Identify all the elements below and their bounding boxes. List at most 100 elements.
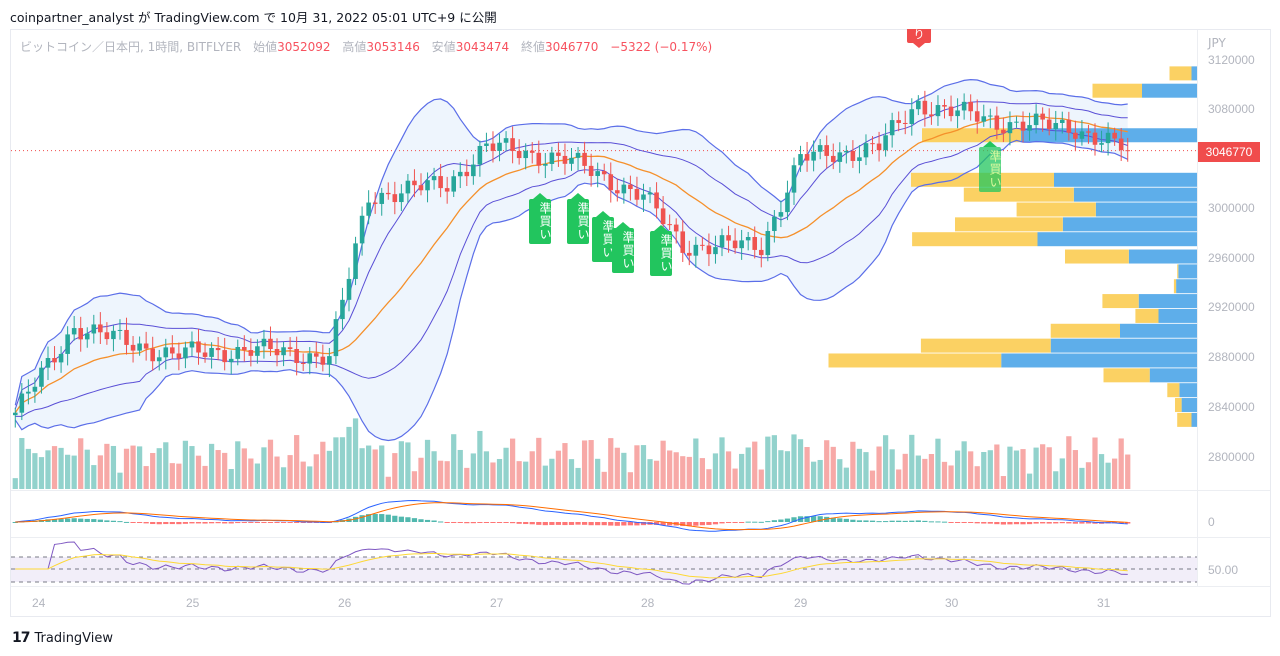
macd-histogram-bar [791,517,797,522]
candle-body [1099,143,1104,145]
volume-profile-up-bar [1073,187,1197,202]
macd-histogram-bar [110,520,117,522]
change-value: −5322 (−0.17%) [610,40,713,54]
candle-body [863,143,869,158]
volume-bar [182,440,189,489]
volume-bar [1085,462,1092,489]
volume-bar [117,472,123,489]
macd-histogram-bar [915,520,921,522]
macd-histogram-bar [837,518,843,522]
macd-histogram-bar [228,522,234,524]
volume-profile-down-bar [1135,308,1159,323]
volume-profile-up-bar [1050,338,1197,353]
macd-histogram-bar [1059,522,1065,524]
volume-bar [307,466,313,489]
high-label: 高値 [342,40,367,54]
macd-histogram-bar [1026,522,1033,525]
candle-body [772,216,777,231]
volume-bar [588,440,594,489]
macd-histogram-bar [725,522,732,523]
candle-body [26,391,31,394]
macd-histogram-bar [451,522,457,523]
candle-body [837,152,843,162]
buy-signal-marker: 準買い [592,211,615,262]
candle-body [647,192,653,195]
volume-bar [1020,449,1026,489]
volume-bar [352,418,359,489]
candle-body [556,152,561,156]
candle-body [876,143,882,151]
volume-profile-down-bar [955,217,1063,232]
candle-body [765,230,771,256]
macd-histogram-bar [660,522,666,526]
candle-body [196,341,201,353]
open-value: 3052092 [277,40,331,54]
candle-body [1020,121,1026,131]
volume-profile-down-bar [1167,383,1180,398]
macd-histogram-bar [294,522,300,523]
candle-body [19,393,25,413]
macd-histogram-bar [653,522,660,525]
candle-body [830,155,836,162]
macd-histogram-bar [693,522,699,526]
candle-body [1125,150,1131,152]
candle-body [490,143,496,151]
volume-bar [1105,462,1111,489]
volume-bar [12,478,18,489]
volume-bar [928,454,935,489]
macd-histogram-bar [91,519,97,522]
volume-bar [987,450,993,489]
candle-body [916,100,921,110]
volume-profile-down-bar [1177,264,1179,279]
volume-bar [516,461,522,489]
volume-bar [97,455,103,489]
macd-histogram-bar [699,522,705,526]
macd-histogram-bar [385,514,391,522]
candle-body [124,329,129,345]
candle-body [883,135,888,151]
macd-histogram-bar [954,522,961,523]
volume-bar [464,467,470,489]
candle-body [785,192,790,213]
volume-profile-down-bar [1103,368,1150,383]
volume-profile-up-bar [1120,323,1197,338]
macd-histogram-bar [411,518,418,522]
volume-bar [84,449,90,489]
price-tick-label: 3120000 [1208,53,1255,67]
macd-histogram-bar [869,520,876,522]
volume-bar [752,441,758,489]
macd-histogram-bar [752,521,758,523]
volume-bar [143,466,149,489]
candle-body [457,171,463,177]
volume-bar [477,430,483,489]
footer-brand[interactable]: 17 TradingView [12,630,113,646]
volume-bar [562,443,568,489]
macd-histogram-bar [961,522,967,523]
macd-histogram-bar [595,522,601,526]
candle-body [988,115,993,117]
candle-body [287,347,293,349]
low-value: 3043474 [455,40,510,54]
volume-bar [136,446,143,489]
candle-body [798,154,803,166]
volume-bar [215,450,221,489]
macd-histogram-bar [12,522,18,523]
volume-bar [843,467,849,489]
candle-body [170,347,175,354]
rsi-mid-label: 50.00 [1208,563,1239,577]
volume-bar [778,450,784,489]
macd-histogram-bar [928,521,935,523]
candle-body [255,346,260,356]
candle-body [569,157,574,164]
volume-bar [248,458,254,489]
candle-body [143,343,149,349]
brand-name: TradingView [34,630,114,646]
volume-bar [379,445,385,489]
candle-body [942,105,947,107]
candle-body [588,165,594,176]
macd-histogram-bar [817,516,823,522]
pane-divider-macd [11,490,1270,491]
volume-profile-up-bar [1178,264,1197,279]
volume-bar [326,450,332,489]
